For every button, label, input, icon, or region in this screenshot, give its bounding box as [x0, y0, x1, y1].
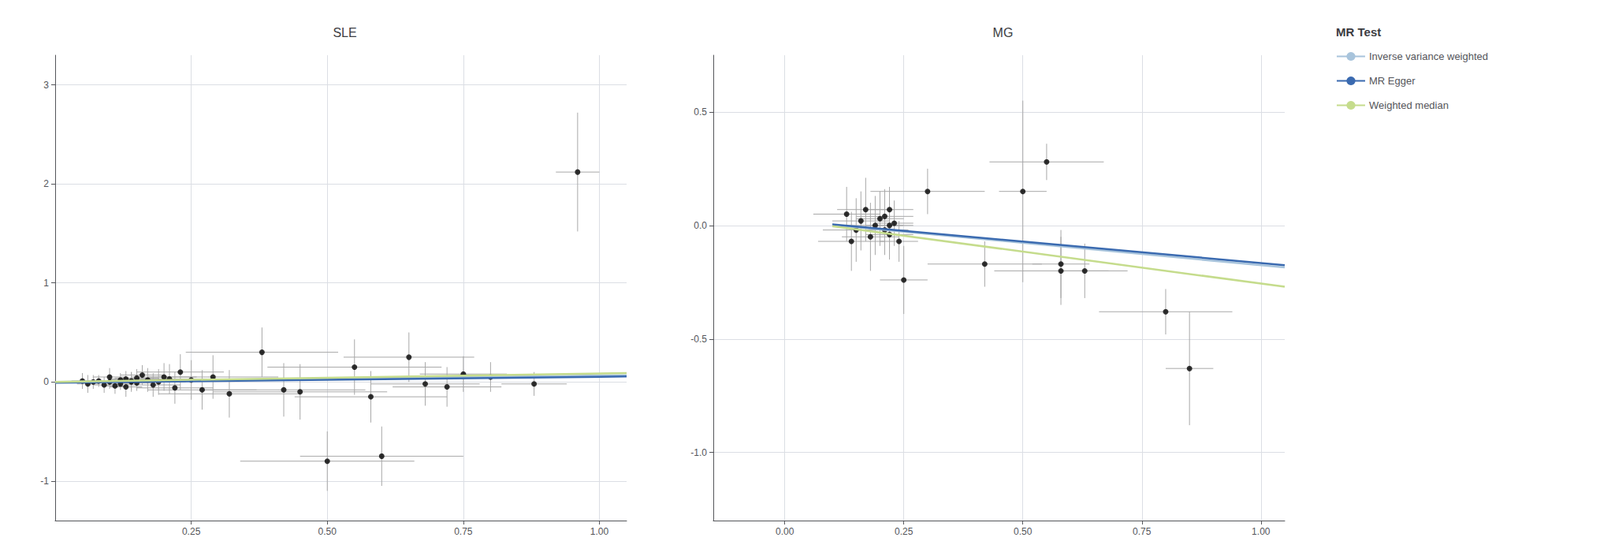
svg-text:0.00: 0.00 — [775, 525, 795, 537]
svg-text:0.25: 0.25 — [182, 525, 201, 537]
svg-text:MR Egger: MR Egger — [1369, 74, 1416, 87]
svg-text:1: 1 — [43, 277, 49, 289]
svg-text:-0.5: -0.5 — [690, 333, 707, 345]
svg-text:-1.0: -1.0 — [690, 446, 707, 458]
svg-text:0.50: 0.50 — [1013, 525, 1033, 537]
svg-text:1.00: 1.00 — [1251, 525, 1271, 537]
svg-text:0: 0 — [43, 375, 49, 387]
svg-text:MR Test: MR Test — [1335, 25, 1381, 39]
svg-text:0.5: 0.5 — [693, 106, 707, 118]
svg-text:Inverse variance weighted: Inverse variance weighted — [1369, 50, 1489, 63]
svg-text:0.0: 0.0 — [693, 219, 707, 231]
svg-text:0.75: 0.75 — [1132, 525, 1152, 537]
svg-text:3: 3 — [43, 79, 49, 91]
svg-text:Weighted median: Weighted median — [1369, 99, 1449, 112]
svg-text:0.75: 0.75 — [453, 525, 473, 537]
svg-text:0.25: 0.25 — [894, 525, 914, 537]
svg-text:MG: MG — [993, 26, 1014, 40]
svg-text:-1: -1 — [40, 475, 49, 487]
svg-text:2: 2 — [43, 178, 49, 190]
svg-text:SLE: SLE — [332, 26, 357, 40]
svg-text:1.00: 1.00 — [590, 525, 610, 537]
svg-text:0.50: 0.50 — [318, 525, 338, 537]
